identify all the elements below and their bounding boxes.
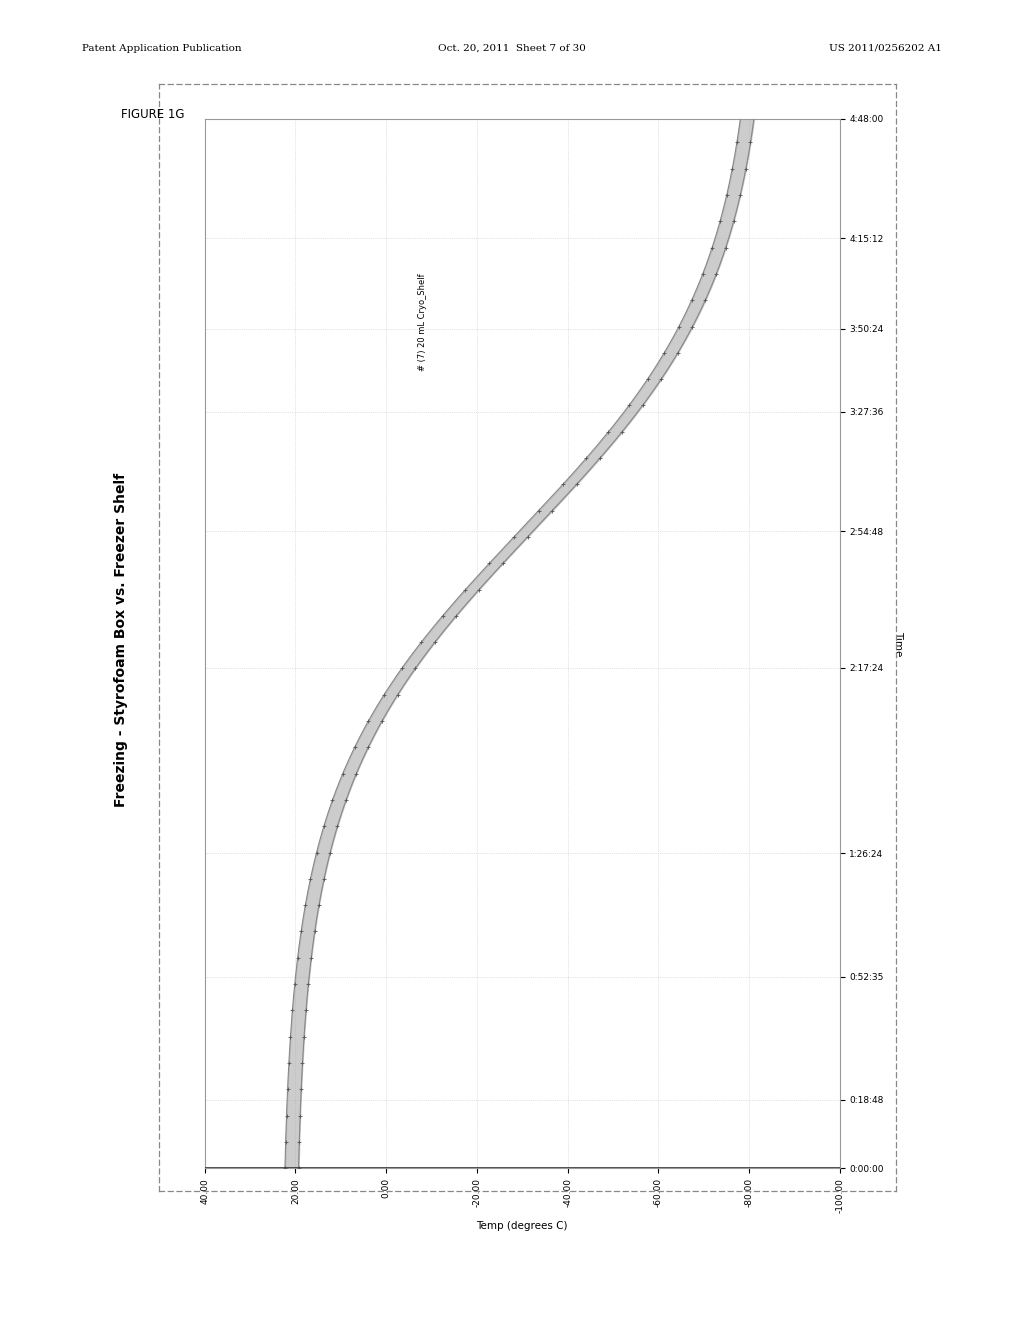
Text: FIGURE 1G: FIGURE 1G	[121, 108, 184, 121]
Text: Patent Application Publication: Patent Application Publication	[82, 44, 242, 53]
Text: Oct. 20, 2011  Sheet 7 of 30: Oct. 20, 2011 Sheet 7 of 30	[438, 44, 586, 53]
Text: US 2011/0256202 A1: US 2011/0256202 A1	[829, 44, 942, 53]
Y-axis label: Time: Time	[893, 631, 903, 656]
Text: # (7) 20 mL Cryo_Shelf: # (7) 20 mL Cryo_Shelf	[418, 273, 427, 371]
Text: Freezing - Styrofoam Box vs. Freezer Shelf: Freezing - Styrofoam Box vs. Freezer She…	[114, 473, 128, 808]
X-axis label: Temp (degrees C): Temp (degrees C)	[476, 1221, 568, 1232]
